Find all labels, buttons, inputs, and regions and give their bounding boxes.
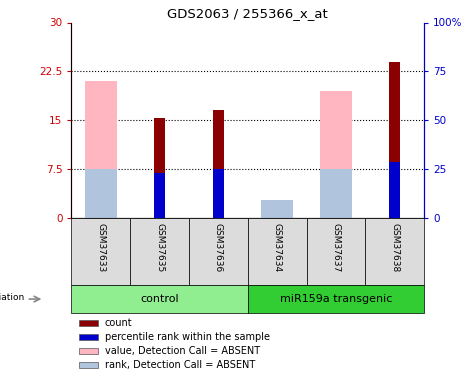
Text: GSM37638: GSM37638 — [390, 223, 399, 272]
Text: GSM37637: GSM37637 — [331, 223, 341, 272]
Bar — [154, 173, 165, 217]
Bar — [365, 217, 424, 285]
Title: GDS2063 / 255366_x_at: GDS2063 / 255366_x_at — [167, 7, 328, 20]
Bar — [85, 81, 117, 218]
Bar — [130, 217, 189, 285]
Text: count: count — [105, 318, 133, 328]
Bar — [248, 217, 307, 285]
Bar — [320, 169, 352, 217]
Text: control: control — [140, 294, 179, 304]
Bar — [261, 203, 293, 217]
Text: genotype/variation: genotype/variation — [0, 293, 25, 302]
Text: GSM37633: GSM37633 — [96, 223, 106, 272]
Bar — [261, 200, 293, 217]
Text: rank, Detection Call = ABSENT: rank, Detection Call = ABSENT — [105, 360, 255, 370]
Bar — [85, 169, 117, 217]
Bar — [154, 118, 165, 218]
Text: value, Detection Call = ABSENT: value, Detection Call = ABSENT — [105, 346, 260, 356]
Bar — [71, 217, 130, 285]
Text: GSM37634: GSM37634 — [272, 223, 282, 272]
Bar — [78, 362, 98, 368]
Bar — [71, 285, 248, 313]
Bar — [390, 62, 400, 217]
Text: GSM37636: GSM37636 — [214, 223, 223, 272]
Bar — [213, 169, 224, 217]
Text: miR159a transgenic: miR159a transgenic — [280, 294, 392, 304]
Bar — [320, 91, 352, 218]
Bar — [78, 334, 98, 340]
Bar — [307, 217, 366, 285]
Bar — [78, 348, 98, 354]
Bar — [78, 320, 98, 326]
Bar — [213, 110, 224, 218]
Text: GSM37635: GSM37635 — [155, 223, 164, 272]
Bar — [248, 285, 424, 313]
Text: percentile rank within the sample: percentile rank within the sample — [105, 332, 270, 342]
Bar — [189, 217, 248, 285]
Bar — [390, 162, 400, 218]
